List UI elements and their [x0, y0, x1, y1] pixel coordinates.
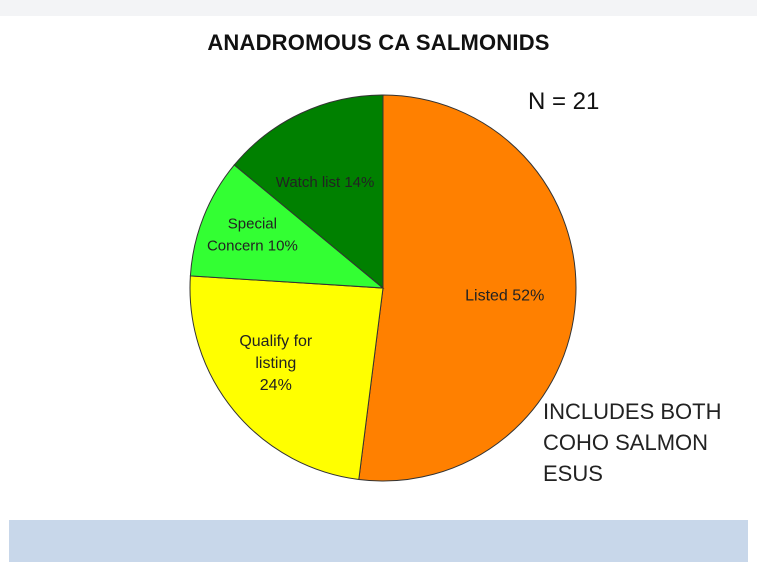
- slice-label-line: Listed 52%: [465, 288, 544, 305]
- pie-slice: [189, 275, 384, 481]
- slice-label-line: Qualify for: [239, 333, 313, 350]
- pie-slice: [358, 94, 577, 482]
- note-text: INCLUDES BOTH COHO SALMON ESUS: [543, 396, 743, 489]
- pie-slice: [233, 94, 384, 290]
- footer-band: [9, 520, 748, 562]
- note-line: COHO SALMON: [543, 430, 709, 455]
- slice-label: Special Concern 10%: [207, 216, 298, 255]
- slice-label-line: 24%: [260, 377, 292, 394]
- note-line: ESUS: [543, 461, 603, 486]
- slide-top-border: [0, 0, 757, 16]
- note-line: INCLUDES BOTH: [543, 399, 722, 424]
- slice-label-line: listing: [255, 355, 296, 372]
- pie-labels: Listed 52% Qualify for listing 24% Special Co…: [207, 174, 544, 394]
- slice-label: Watch list 14%: [276, 174, 375, 191]
- slice-label: Listed 52%: [465, 288, 544, 305]
- sample-size-label: N = 21: [528, 88, 600, 115]
- slice-label-line: Concern 10%: [207, 238, 298, 255]
- slice-label: Qualify for listing 24%: [239, 333, 313, 394]
- pie-slice: [189, 164, 385, 289]
- chart-title: ANADROMOUS CA SALMONIDS: [207, 30, 550, 55]
- pie-slices: [189, 94, 577, 482]
- slice-label-line: Watch list 14%: [276, 174, 375, 191]
- slice-label-line: Special: [228, 216, 277, 233]
